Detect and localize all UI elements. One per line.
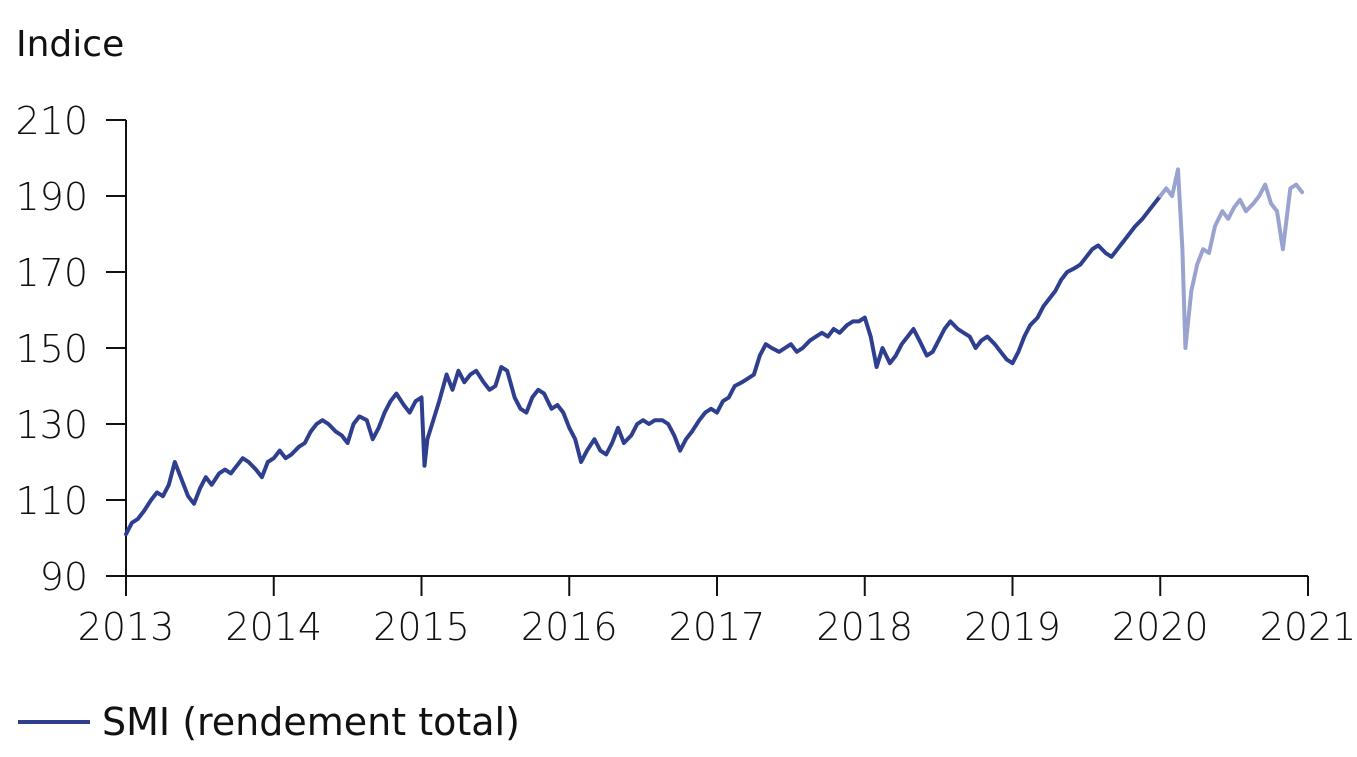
y-tick-label: 210 — [15, 99, 88, 143]
y-axis-title: Indice — [16, 24, 124, 65]
legend-label: SMI (rendement total) — [102, 700, 520, 744]
x-tick-label: 2019 — [964, 605, 1061, 649]
x-tick-label: 2017 — [669, 605, 766, 649]
x-tick-label: 2015 — [373, 605, 470, 649]
x-axis: 2013 2014 2015 2016 2017 2018 2019 2020 2021 — [78, 575, 1357, 649]
series-line-smi — [124, 194, 1163, 537]
y-axis: 90 110 130 150 170 190 210 — [15, 99, 127, 599]
x-tick-label: 2013 — [78, 605, 175, 649]
x-tick-label: 2014 — [225, 605, 322, 649]
y-tick-label: 170 — [15, 251, 88, 295]
y-tick-label: 90 — [40, 555, 88, 599]
x-tick-label: 2020 — [1112, 605, 1209, 649]
y-tick-label: 110 — [15, 479, 88, 523]
legend-swatch — [18, 720, 90, 724]
y-tick-label: 130 — [15, 403, 88, 447]
legend: SMI (rendement total) — [18, 700, 520, 744]
x-tick-label: 2016 — [521, 605, 618, 649]
y-tick-label: 150 — [15, 327, 88, 371]
x-tick-label: 2021 — [1260, 605, 1357, 649]
x-tick-label: 2018 — [816, 605, 913, 649]
y-tick-label: 190 — [15, 175, 88, 219]
series-lines — [124, 167, 1305, 537]
series-line-smi-recent — [1158, 167, 1305, 350]
